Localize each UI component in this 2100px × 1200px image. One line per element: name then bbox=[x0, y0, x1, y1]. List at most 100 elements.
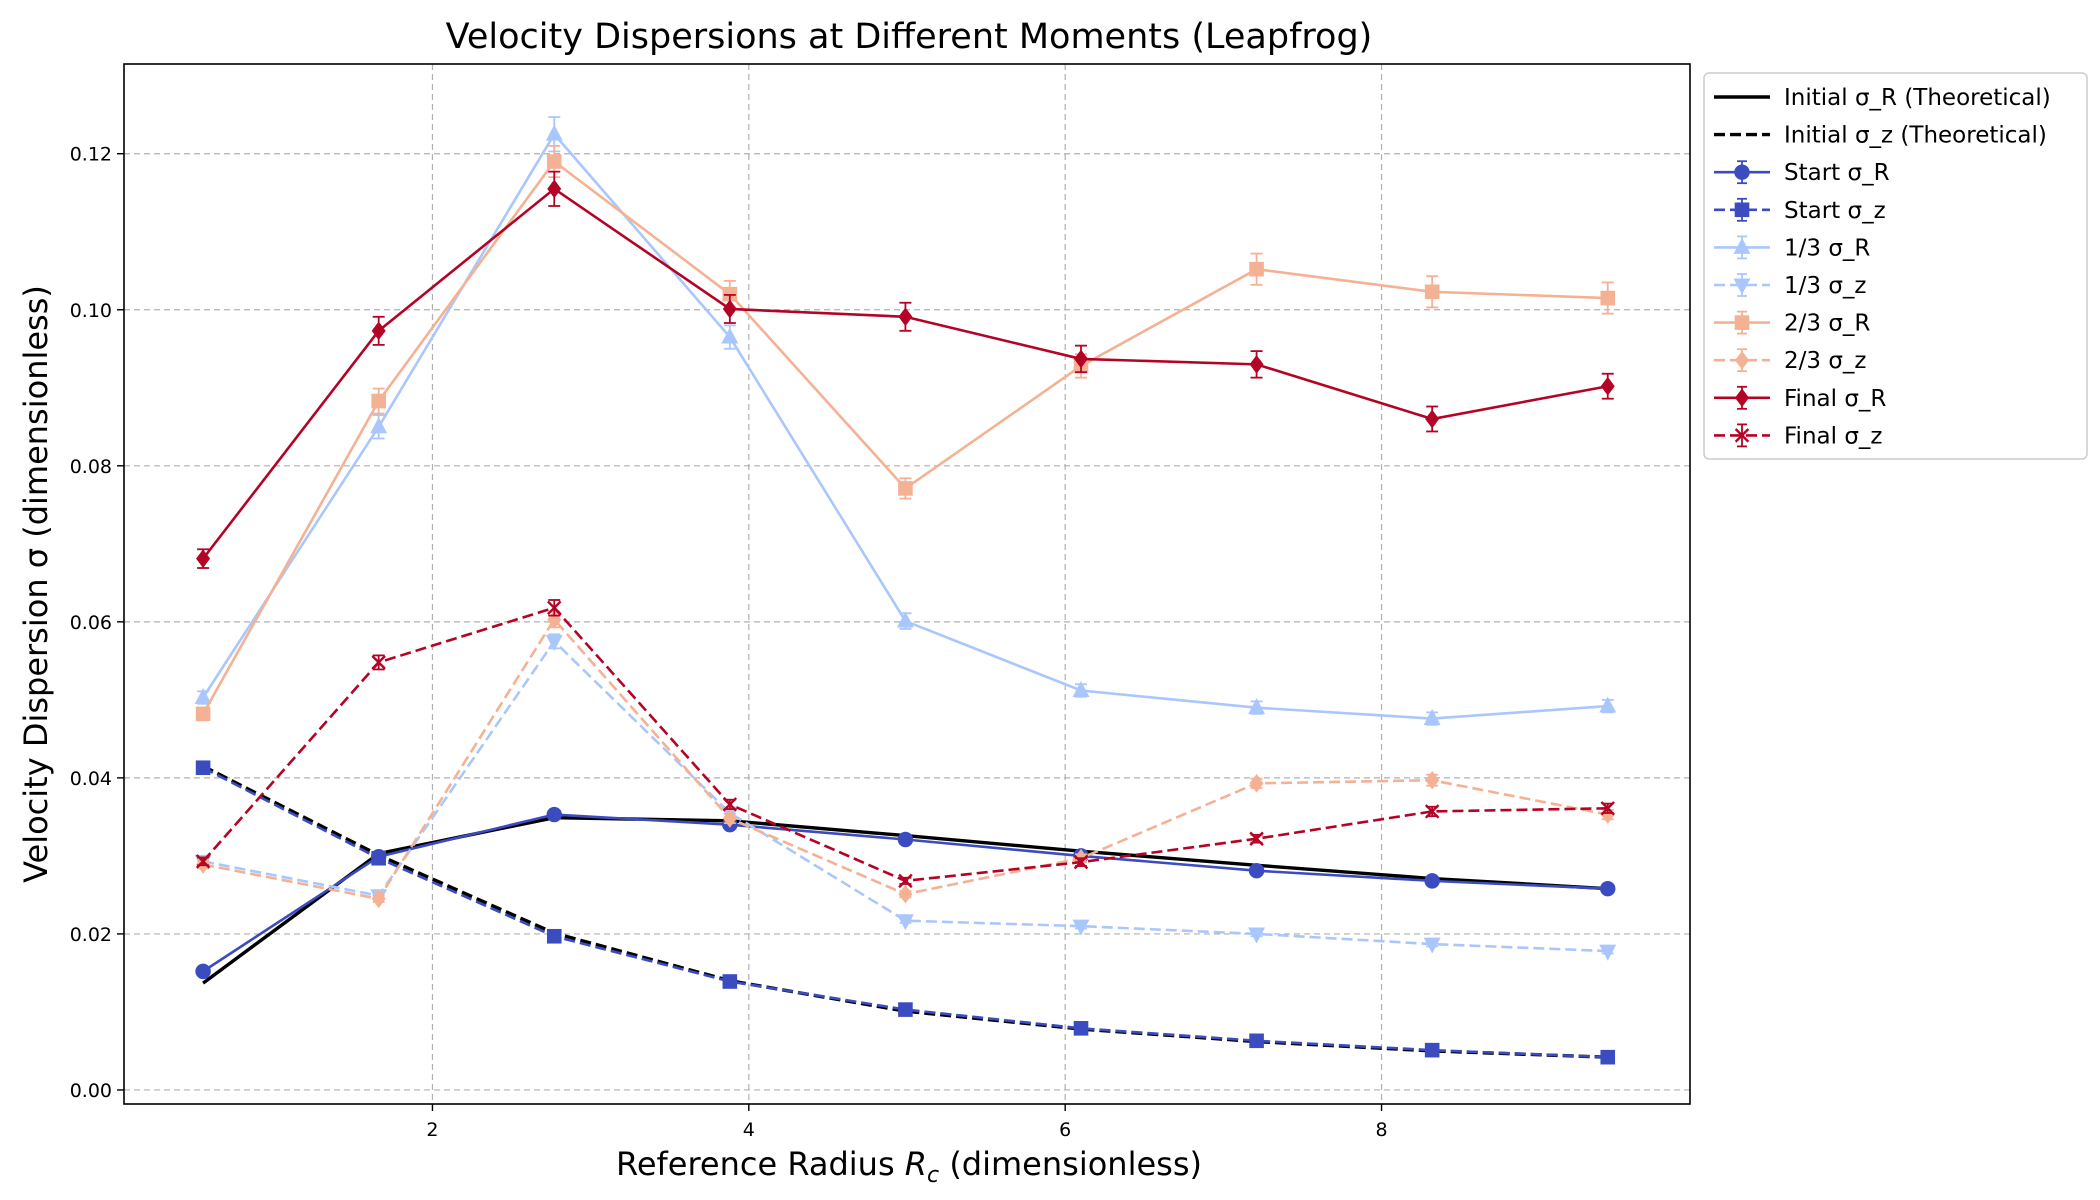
data-point bbox=[1073, 1021, 1089, 1036]
data-point bbox=[194, 687, 212, 704]
legend-marker bbox=[1734, 428, 1750, 443]
data-point bbox=[1599, 944, 1617, 961]
legend-label: 1/3 σ_z bbox=[1784, 273, 1866, 299]
y-tick-label: 0.10 bbox=[70, 300, 112, 322]
data-point bbox=[371, 321, 386, 341]
data-point bbox=[896, 611, 914, 628]
series-line bbox=[202, 766, 1608, 1059]
data-point bbox=[195, 854, 211, 869]
data-point bbox=[897, 831, 914, 848]
data-point bbox=[371, 850, 386, 866]
data-point bbox=[896, 914, 914, 931]
data-point bbox=[371, 889, 386, 909]
data-point bbox=[1425, 409, 1440, 429]
data-point bbox=[545, 634, 563, 651]
y-tick-label: 0.06 bbox=[70, 612, 112, 634]
legend-item-6: 2/3 σ_R bbox=[1714, 311, 1870, 337]
series-6 bbox=[195, 145, 1616, 722]
legend: Initial σ_R (Theoretical) Initial σ_z (Th… bbox=[1703, 72, 2088, 460]
legend-item-2: Start σ_R bbox=[1714, 160, 1890, 186]
data-point bbox=[722, 809, 737, 828]
data-point bbox=[1599, 696, 1617, 713]
data-point bbox=[1424, 284, 1440, 300]
data-point bbox=[722, 974, 738, 989]
data-point bbox=[1423, 709, 1441, 726]
data-point bbox=[898, 481, 913, 496]
data-point bbox=[1248, 862, 1265, 879]
legend-item-9: Final σ_z bbox=[1714, 423, 1882, 449]
y-tick-label: 0.00 bbox=[70, 1080, 112, 1102]
data-point bbox=[546, 928, 562, 944]
legend-label: Initial σ_z (Theoretical) bbox=[1784, 123, 2047, 149]
data-point bbox=[1425, 770, 1440, 790]
legend-item-3: Start σ_z bbox=[1714, 198, 1886, 224]
legend-marker bbox=[1733, 278, 1751, 295]
data-point bbox=[547, 179, 562, 199]
data-point bbox=[1600, 1049, 1616, 1065]
legend-label: Start σ_R bbox=[1784, 160, 1890, 186]
legend-label: Final σ_R bbox=[1784, 386, 1886, 412]
plot-frame bbox=[123, 63, 1691, 1105]
data-point bbox=[1424, 1042, 1440, 1058]
legend-label: 2/3 σ_R bbox=[1784, 311, 1870, 337]
y-tick-label: 0.02 bbox=[70, 924, 112, 946]
plot-area bbox=[194, 116, 1617, 1065]
legend-item-1: Initial σ_z (Theoretical) bbox=[1714, 123, 2047, 149]
x-tick-label: 6 bbox=[1059, 1119, 1071, 1141]
series-8 bbox=[196, 170, 1615, 569]
data-point bbox=[370, 417, 388, 434]
data-point bbox=[1249, 831, 1264, 846]
data-point bbox=[1249, 355, 1264, 374]
legend-marker bbox=[1735, 350, 1749, 370]
chart-title: Velocity Dispersions at Different Moment… bbox=[446, 17, 1373, 57]
legend-label: Initial σ_R (Theoretical) bbox=[1784, 85, 2051, 111]
data-point bbox=[196, 549, 211, 568]
data-point bbox=[1600, 801, 1615, 816]
data-point bbox=[1600, 376, 1615, 396]
data-point bbox=[1423, 937, 1441, 954]
data-point bbox=[1248, 698, 1266, 715]
data-point bbox=[195, 963, 211, 980]
series-line bbox=[202, 639, 1608, 953]
data-point bbox=[1600, 290, 1616, 306]
data-point bbox=[547, 600, 562, 616]
legend-label: Start σ_z bbox=[1784, 198, 1886, 224]
data-point bbox=[1248, 927, 1266, 944]
data-point bbox=[371, 393, 386, 409]
data-point bbox=[898, 307, 913, 327]
y-axis-label: Velocity Dispersion σ (dimensionless) bbox=[17, 285, 55, 883]
data-point bbox=[1424, 873, 1440, 889]
series-4 bbox=[194, 116, 1617, 726]
data-point bbox=[1072, 919, 1090, 936]
data-point bbox=[545, 124, 563, 141]
legend-item-4: 1/3 σ_R bbox=[1714, 235, 1870, 261]
legend-item-7: 2/3 σ_z bbox=[1714, 348, 1866, 374]
legend-label: Final σ_z bbox=[1784, 423, 1882, 449]
data-point bbox=[195, 760, 211, 776]
axes-ticks: 2 4 6 8 0.00 0.02 0.04 0.06 0.08 0.10 0.12 bbox=[70, 144, 1388, 1141]
series-3 bbox=[195, 760, 1616, 1065]
legend-item-8: Final σ_R bbox=[1714, 386, 1886, 412]
data-point bbox=[1072, 680, 1090, 697]
data-point bbox=[546, 806, 562, 823]
data-point bbox=[546, 154, 562, 169]
data-point bbox=[898, 873, 913, 889]
legend-label: 2/3 σ_z bbox=[1784, 348, 1866, 374]
data-point bbox=[722, 299, 737, 319]
legend-label: 1/3 σ_R bbox=[1784, 235, 1870, 261]
y-tick-label: 0.12 bbox=[70, 144, 112, 166]
data-point bbox=[722, 797, 738, 812]
data-point bbox=[1074, 349, 1088, 369]
data-point bbox=[195, 706, 211, 722]
legend-frame bbox=[1703, 72, 2088, 460]
legend-marker bbox=[1734, 315, 1750, 330]
data-point bbox=[1073, 854, 1089, 870]
legend-marker bbox=[1733, 237, 1751, 254]
x-tick-label: 4 bbox=[743, 1119, 755, 1141]
y-tick-label: 0.08 bbox=[70, 456, 112, 478]
x-tick-label: 2 bbox=[426, 1119, 438, 1141]
series-9 bbox=[195, 599, 1615, 889]
data-point bbox=[1249, 1033, 1264, 1049]
data-point bbox=[1600, 880, 1616, 897]
